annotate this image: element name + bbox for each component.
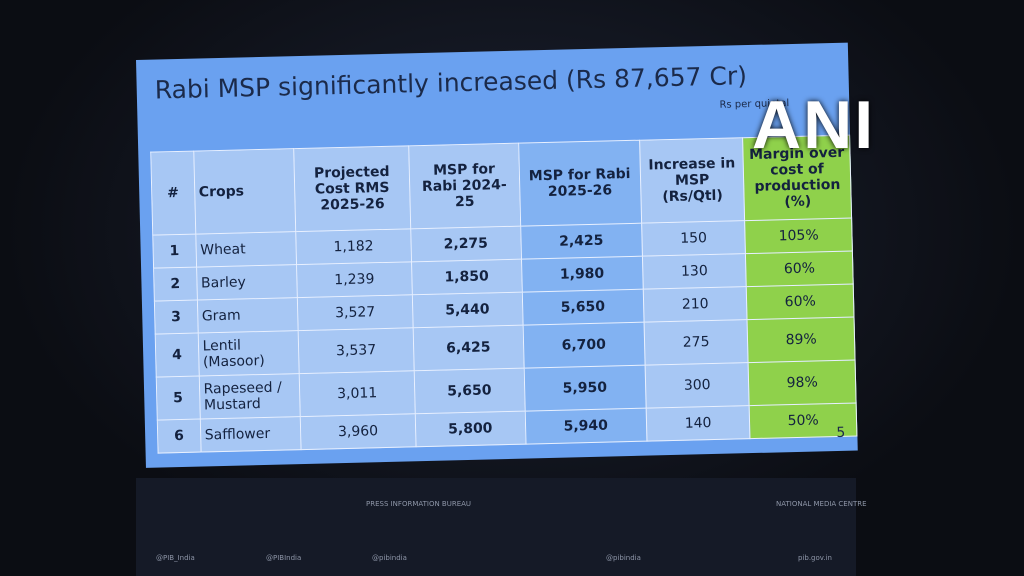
table-cell: 105% [744, 218, 853, 254]
msp-table: # Crops Projected Cost RMS 2025-26 MSP for … [150, 135, 857, 454]
table-cell: 1 [152, 234, 197, 269]
footer-panel: PRESS INFORMATION BUREAU NATIONAL MEDIA … [136, 478, 867, 576]
table-cell: 98% [748, 360, 857, 406]
table-cell: Lentil (Masoor) [197, 330, 300, 377]
table-cell: 1,182 [295, 228, 412, 265]
table-cell: 2,425 [520, 223, 643, 260]
table-cell: Safflower [199, 416, 302, 453]
footer-handle: @PIB_India [156, 554, 195, 562]
table-cell: Barley [196, 264, 298, 301]
table-cell: 1,850 [411, 259, 522, 295]
table-cell: 5,650 [521, 289, 644, 326]
table-cell: Wheat [195, 231, 297, 268]
table-cell: 6,700 [522, 322, 645, 369]
header-cell: Projected Cost RMS 2025-26 [293, 145, 411, 232]
table-cell: 140 [646, 405, 751, 442]
header-cell: MSP for Rabi 2024-25 [408, 143, 521, 229]
footer-handle: pib.gov.in [798, 554, 832, 562]
table-cell: 5,800 [415, 411, 526, 447]
table-cell: 5,650 [414, 368, 525, 414]
slide-title: Rabi MSP significantly increased (Rs 87,… [154, 61, 748, 105]
table-cell: 60% [746, 284, 854, 320]
header-cell: Crops [193, 148, 296, 235]
table-cell: 2,275 [410, 226, 522, 262]
table-cell: 5,940 [524, 408, 647, 445]
table-cell: 6,425 [413, 325, 524, 371]
table-cell: 3,960 [300, 413, 416, 450]
table-cell: 89% [747, 317, 856, 363]
table-cell: 60% [745, 251, 854, 287]
slide: Rabi MSP significantly increased (Rs 87,… [136, 42, 858, 468]
footer-handle: @pibindia [606, 554, 641, 562]
table-cell: 5 [156, 376, 200, 421]
table-cell: 130 [642, 253, 747, 290]
header-cell: # [150, 151, 196, 236]
header-cell: Increase in MSP (Rs/Qtl) [639, 137, 745, 224]
footer-text: PRESS INFORMATION BUREAU [366, 500, 472, 508]
table-cell: 3,537 [298, 327, 415, 374]
table-cell: 300 [644, 362, 750, 409]
header-cell: MSP for Rabi 2025-26 [518, 140, 642, 227]
table-cell: 2 [153, 267, 197, 302]
footer-handle: @PIBIndia [266, 554, 302, 562]
table-cell: 3 [154, 300, 198, 335]
table-cell: 150 [641, 220, 746, 257]
footer-text: NATIONAL MEDIA CENTRE [776, 500, 867, 508]
page-number: 5 [836, 424, 846, 441]
table-cell: 1,239 [296, 261, 413, 298]
table-cell: 275 [643, 319, 749, 366]
table-cell: Rapeseed / Mustard [198, 373, 301, 420]
table-cell: 4 [155, 333, 199, 378]
table-cell: 6 [157, 419, 201, 454]
table-cell: 3,527 [297, 294, 414, 331]
footer-handle: @pibindia [372, 554, 407, 562]
table-cell: Gram [196, 297, 299, 334]
table-cell: 5,440 [412, 292, 523, 328]
watermark: ANI [752, 87, 876, 163]
table-cell: 5,950 [523, 365, 647, 412]
table-cell: 1,980 [521, 256, 644, 293]
table-cell: 210 [643, 286, 748, 323]
table-cell: 3,011 [299, 370, 416, 417]
